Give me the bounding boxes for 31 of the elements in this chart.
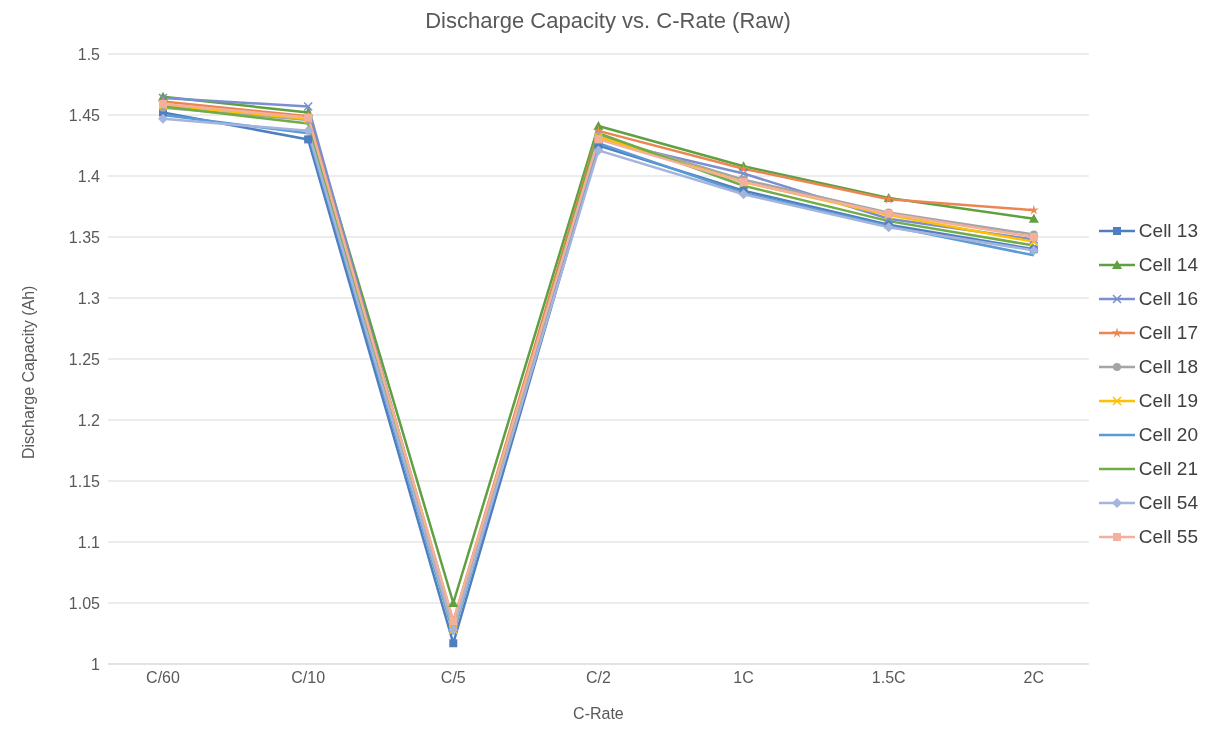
legend-label: Cell 16 xyxy=(1138,288,1198,310)
legend-label: Cell 18 xyxy=(1138,356,1198,378)
y-tick-label: 1.05 xyxy=(68,594,101,612)
x-tick-label: 1.5C xyxy=(871,669,906,687)
chart-title: Discharge Capacity vs. C-Rate (Raw) xyxy=(424,8,792,34)
legend-label: Cell 13 xyxy=(1138,220,1198,242)
y-tick-label: 1.25 xyxy=(68,350,101,368)
legend-label: Cell 19 xyxy=(1138,390,1198,412)
x-tick-label: 2C xyxy=(1023,669,1045,687)
y-tick-label: 1.15 xyxy=(68,472,101,490)
x-axis-title: C-Rate xyxy=(573,705,624,722)
y-tick-label: 1.2 xyxy=(77,411,101,429)
y-tick-label: 1.35 xyxy=(68,228,101,246)
y-tick-label: 1.5 xyxy=(77,45,101,63)
y-tick-label: 1.4 xyxy=(77,167,101,185)
y-tick-label: 1 xyxy=(91,655,101,673)
x-tick-label: C/60 xyxy=(146,669,180,687)
legend-label: Cell 17 xyxy=(1138,322,1198,344)
y-tick-label: 1.1 xyxy=(77,533,101,551)
x-tick-label: C/5 xyxy=(440,669,466,687)
legend-label: Cell 21 xyxy=(1138,458,1198,480)
x-tick-label: 1C xyxy=(733,669,754,687)
legend-label: Cell 55 xyxy=(1138,526,1198,548)
y-tick-label: 1.45 xyxy=(68,106,101,124)
x-tick-label: C/10 xyxy=(291,669,326,687)
y-axis-title: Discharge Capacity (Ah) xyxy=(19,285,37,459)
x-tick-label: C/2 xyxy=(585,669,611,687)
legend-label: Cell 54 xyxy=(1138,492,1198,514)
legend-label: Cell 14 xyxy=(1138,254,1198,276)
y-tick-label: 1.3 xyxy=(77,289,101,307)
legend-label: Cell 20 xyxy=(1138,424,1198,446)
